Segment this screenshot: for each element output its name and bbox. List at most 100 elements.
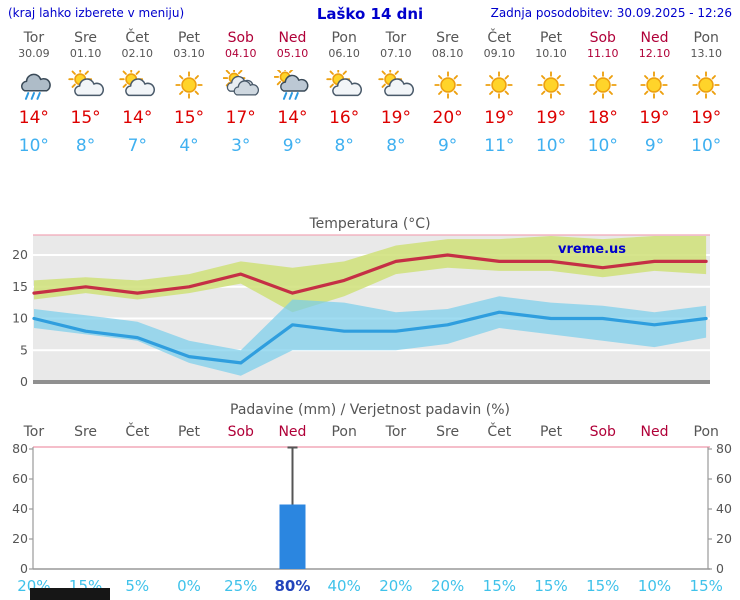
precip-probability: 25% [224, 577, 258, 595]
sun-icon [537, 71, 565, 99]
max-temp: 14° [18, 108, 49, 128]
forecast-day: Tor 07.10 19° 8° [370, 30, 422, 156]
day-date: 30.09 [18, 47, 50, 60]
watermark-link[interactable]: vreme.us [558, 242, 626, 257]
min-temp: 7° [127, 136, 147, 156]
weather-icon [525, 68, 577, 102]
precip-probability-row: 20% 15% 5% 0% 25% 80% 40% 20% 20% 15% 15% 15% 10% 15% [8, 577, 732, 595]
day-name: Pon [331, 30, 357, 46]
forecast-day: Čet 02.10 14° 7° [111, 30, 163, 156]
min-temp: 10° [691, 136, 722, 156]
day-name: Čet [125, 30, 150, 46]
precip-day-label: Sre [436, 424, 460, 440]
precip-probability: 15% [482, 577, 516, 595]
last-update: Zadnja posodobitev: 30.09.2025 - 12:26 [490, 6, 732, 20]
sun-icon [640, 71, 669, 99]
max-temp: 19° [484, 108, 515, 128]
day-name: Pon [693, 30, 719, 46]
forecast-day: Pon 06.10 16° 8° [318, 30, 370, 156]
max-temp: 19° [380, 108, 411, 128]
sun-icon [485, 71, 513, 99]
weather-icon [577, 68, 629, 102]
precip-probability: 15% [689, 577, 723, 595]
menu-hint: (kraj lahko izberete v meniju) [8, 6, 185, 20]
precip-day-labels: Tor Sre Čet Pet Sob Ned Pon Tor Sre Čet Pet Sob Ned P… [8, 424, 732, 440]
precip-probability: 10% [637, 577, 672, 595]
weather-icon [215, 68, 267, 102]
svg-text:40: 40 [12, 501, 28, 516]
day-date: 08.10 [431, 47, 464, 60]
sun-icon [175, 71, 203, 99]
day-name: Sre [436, 30, 460, 46]
cloudy-icon [222, 70, 259, 96]
forecast-day: Sre 01.10 15° 8° [60, 30, 112, 156]
weather-icon [267, 68, 319, 102]
weather-icon [60, 68, 112, 102]
day-date: 11.10 [587, 47, 619, 60]
day-date: 07.10 [380, 47, 412, 60]
precip-probability: 15% [534, 577, 568, 595]
precip-probability: 80% [274, 577, 311, 595]
forecast-day: Ned 05.10 14° 9° [267, 30, 319, 156]
svg-text:10: 10 [12, 311, 28, 326]
min-temp: 9° [644, 136, 665, 156]
min-temp: 11° [484, 136, 515, 156]
svg-text:0: 0 [20, 561, 28, 576]
sun-icon [692, 71, 720, 99]
forecast-day: Sob 11.10 18° 10° [577, 30, 629, 156]
svg-text:40: 40 [716, 501, 732, 516]
day-date: 05.10 [276, 47, 309, 60]
forecast-day: Pon 13.10 19° 10° [680, 30, 732, 156]
weather-icon [680, 68, 732, 102]
precip-day-label: Ned [640, 424, 669, 440]
min-temp: 10° [587, 136, 618, 156]
day-date: 13.10 [690, 47, 722, 60]
max-temp: 19° [535, 108, 567, 128]
forecast-day: Sre 08.10 20° 9° [422, 30, 474, 156]
svg-text:0: 0 [716, 561, 724, 576]
page-title: Laško 14 dni [316, 5, 424, 23]
min-temp: 8° [386, 136, 406, 156]
svg-text:20: 20 [12, 247, 28, 262]
precip-chart-title: Padavine (mm) / Verjetnost padavin (%) [230, 402, 510, 418]
forecast-day: Sob 04.10 17° 3° [215, 30, 267, 156]
precip-day-label: Čet [125, 424, 150, 440]
precipitation-chart: 0 0 20 20 40 40 60 60 80 80 [12, 443, 732, 576]
day-name: Tor [385, 30, 407, 46]
min-temp: 10° [18, 136, 49, 156]
weather-icon [111, 68, 163, 102]
svg-text:60: 60 [12, 471, 28, 486]
weather-icon [8, 68, 60, 102]
day-date: 04.10 [224, 47, 257, 60]
day-date: 12.10 [638, 47, 671, 60]
precip-probability: 20% [430, 577, 465, 595]
temp-chart-title: Temperatura (°C) [309, 216, 431, 232]
weather-icon [629, 68, 681, 102]
max-temp: 16° [329, 108, 360, 128]
partly-icon [67, 70, 104, 97]
svg-text:20: 20 [716, 531, 732, 546]
svg-text:20: 20 [12, 531, 28, 546]
precip-probability: 40% [327, 577, 361, 595]
min-temp: 10° [535, 136, 567, 156]
forecast-day: Pet 10.10 19° 10° [525, 30, 577, 156]
forecast-day: Tor 30.09 14° 10° [8, 30, 60, 156]
max-temp: 15° [70, 108, 101, 128]
precip-day-label: Ned [278, 424, 307, 440]
precip-day-label: Sob [589, 424, 616, 440]
sun-icon [433, 71, 462, 99]
forecast-day: Ned 12.10 19° 9° [629, 30, 681, 156]
day-name: Ned [640, 30, 669, 46]
day-name: Tor [23, 30, 45, 46]
day-date: 10.10 [535, 47, 567, 60]
weather-icon [163, 68, 215, 102]
day-date: 03.10 [173, 47, 205, 60]
day-date: 06.10 [328, 47, 360, 60]
forecast-day: Čet 09.10 19° 11° [473, 30, 525, 156]
sun-icon [589, 71, 617, 99]
precip-probability: 0% [177, 577, 201, 595]
precip-day-label: Pet [540, 424, 563, 440]
day-date: 09.10 [483, 47, 516, 60]
max-temp: 19° [691, 108, 722, 128]
weather-icon [422, 68, 474, 102]
